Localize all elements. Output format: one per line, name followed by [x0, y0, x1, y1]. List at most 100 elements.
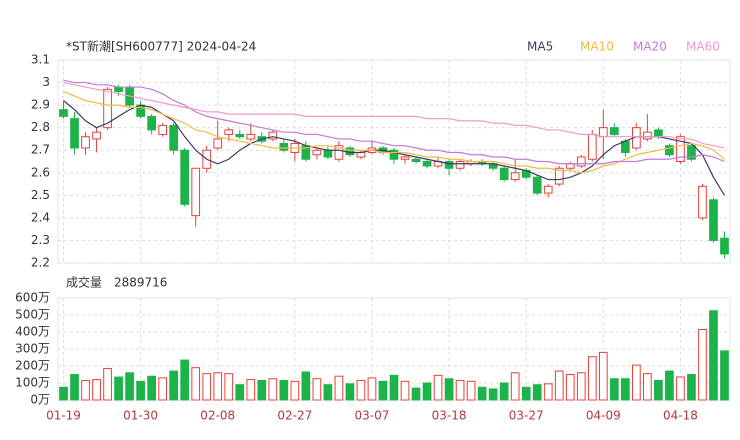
x-tick-label: 02-27	[277, 409, 312, 423]
volume-bar	[224, 373, 234, 401]
chart-title: *ST新潮[SH600777] 2024-04-24	[66, 39, 256, 54]
candle-body	[609, 127, 619, 135]
volume-bar	[378, 380, 388, 401]
volume-bar	[433, 374, 443, 401]
x-tick-label: 02-08	[200, 409, 235, 423]
volume-bar	[576, 372, 586, 401]
candle-body	[279, 142, 289, 151]
volume-bar	[235, 384, 245, 401]
volume-bar	[136, 380, 145, 401]
y-tick-label: 2.5	[31, 188, 50, 202]
candle-body	[411, 158, 421, 163]
volume-bar	[444, 378, 454, 401]
ma-line	[63, 79, 725, 165]
volume-bar	[687, 374, 696, 401]
candle-body	[356, 151, 366, 158]
y-tick-label: 400万	[15, 325, 50, 339]
candle-body	[334, 145, 344, 160]
x-tick-label: 03-07	[355, 409, 390, 423]
volume-bar	[92, 379, 101, 401]
volume-bar	[323, 384, 333, 401]
candle-body	[400, 156, 410, 160]
volume-latest: 2889716	[114, 276, 167, 290]
volume-bar	[169, 370, 179, 401]
candle-body	[576, 156, 586, 167]
candle-body	[665, 145, 674, 156]
candle-body	[323, 149, 333, 158]
y-tick-label: 2.2	[31, 256, 50, 270]
volume-bar	[411, 387, 421, 401]
volume-bar	[632, 364, 641, 401]
volume-bar	[268, 378, 278, 401]
candle-body	[224, 129, 234, 135]
candle-body	[587, 133, 597, 160]
volume-bar	[587, 356, 597, 401]
y-tick-label: 2.9	[31, 98, 50, 112]
volume-bar	[345, 383, 355, 401]
candle-body	[532, 176, 542, 194]
candle-body	[169, 124, 179, 151]
volume-bar	[422, 382, 432, 401]
legend-label: MA20	[633, 40, 667, 54]
volume-bar	[554, 370, 564, 401]
x-tick-label: 04-18	[663, 409, 698, 423]
volume-bar	[334, 375, 344, 401]
candle-body	[92, 131, 101, 140]
y-tick-label: 2.6	[31, 165, 50, 179]
volume-bar	[356, 379, 366, 401]
candle-body	[147, 115, 156, 131]
x-tick-label: 01-30	[123, 409, 158, 423]
candle-body	[389, 149, 399, 160]
candle-body	[455, 161, 465, 169]
y-tick-label: 2.7	[31, 143, 50, 157]
volume-bar	[466, 380, 476, 401]
candle-body	[103, 88, 112, 129]
volume-bar	[312, 378, 322, 401]
candle-body	[114, 86, 123, 93]
volume-bar	[620, 378, 630, 401]
candle-body	[554, 167, 564, 185]
volume-bar	[665, 370, 674, 401]
volume-bar	[180, 359, 190, 401]
volume-bar	[477, 386, 487, 401]
volume-bar	[499, 382, 509, 401]
ma-line	[63, 91, 725, 174]
candle-body	[654, 129, 663, 138]
candle-body	[598, 127, 608, 138]
candle-body	[246, 133, 256, 140]
volume-bar	[400, 380, 410, 401]
candle-body	[698, 185, 707, 219]
ma-line	[63, 81, 725, 149]
candle-body	[709, 199, 718, 241]
y-tick-label: 2.4	[31, 210, 50, 224]
candle-body	[565, 163, 575, 169]
volume-bar	[158, 377, 168, 401]
volume-bar	[147, 375, 156, 401]
candle-body	[268, 131, 278, 140]
volume-bar	[698, 328, 707, 401]
candle-body	[213, 138, 223, 149]
volume-bar	[301, 371, 311, 401]
volume-bar	[543, 383, 553, 401]
volume-bar	[609, 378, 619, 401]
candle-body	[643, 131, 652, 140]
candle-body	[59, 109, 68, 117]
legend-label: MA60	[686, 40, 720, 54]
candle-body	[158, 124, 168, 135]
volume-bar	[81, 379, 90, 401]
candle-body	[191, 167, 201, 217]
candle-body	[235, 133, 245, 138]
volume-title: 成交量	[66, 275, 102, 290]
y-tick-label: 2.3	[31, 233, 50, 247]
volume-bar	[59, 386, 68, 401]
candle-body	[720, 237, 729, 255]
y-tick-label: 200万	[15, 359, 50, 373]
candle-body	[81, 136, 90, 149]
volume-bar	[257, 379, 267, 401]
y-tick-label: 3	[42, 75, 50, 89]
volume-bar	[213, 372, 223, 401]
volume-bar	[598, 351, 608, 401]
candle-body	[543, 185, 553, 194]
y-tick-label: 500万	[15, 308, 50, 322]
y-tick-label: 600万	[15, 291, 50, 305]
